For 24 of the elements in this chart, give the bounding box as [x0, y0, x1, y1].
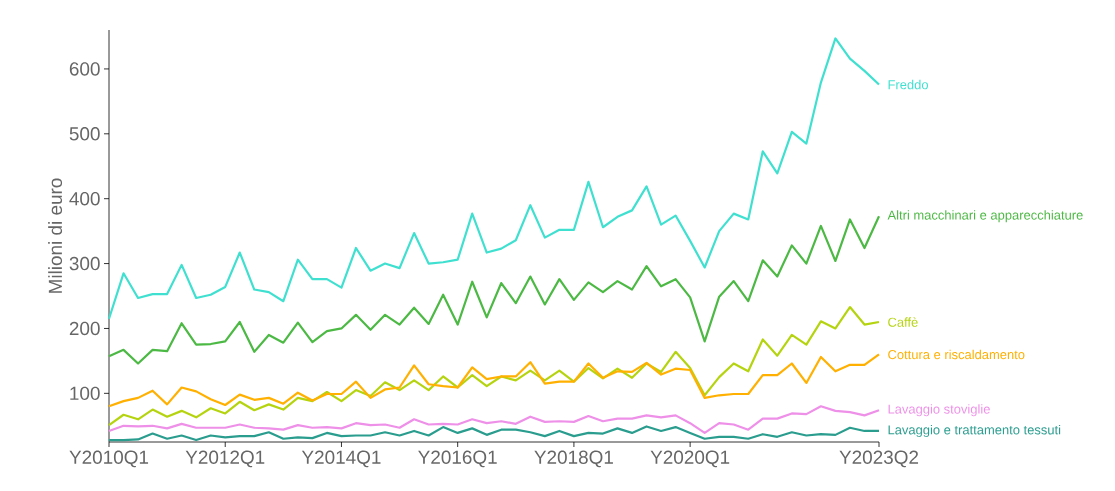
x-tick-label: Y2018Q1: [534, 450, 613, 468]
x-tick-label: Y2020Q1: [650, 450, 730, 468]
line-series: [107, 37, 881, 320]
series-label: Cottura e riscaldamento: [888, 349, 1025, 360]
x-tick-label: Y2010Q1: [69, 450, 149, 468]
y-tick-label: 100: [70, 386, 100, 401]
line-series: [107, 215, 881, 365]
y-tick-label: 600: [69, 62, 100, 76]
series-label: Lavaggio stoviglie: [888, 404, 990, 417]
y-tick-label: 500: [69, 127, 100, 141]
x-tick-label: Y2012Q1: [185, 450, 265, 468]
line-series: [107, 305, 881, 427]
series-label: Caffè: [888, 317, 918, 327]
y-axis-title: Milioni di euro: [48, 178, 63, 293]
series-label: Freddo: [888, 79, 929, 90]
line-series: [107, 353, 881, 408]
x-tick-label: Y2016Q1: [418, 450, 497, 468]
y-tick-label: 200: [69, 321, 100, 336]
series-label: Lavaggio e trattamento tessuti: [888, 424, 1061, 438]
series-label: Altri macchinari e apparecchiature: [887, 210, 1083, 223]
x-tick-label: Y2023Q2: [839, 450, 919, 468]
x-tick-label: Y2014Q1: [301, 450, 381, 468]
y-tick-label: 400: [69, 191, 100, 206]
y-tick-label: 300: [69, 256, 100, 271]
